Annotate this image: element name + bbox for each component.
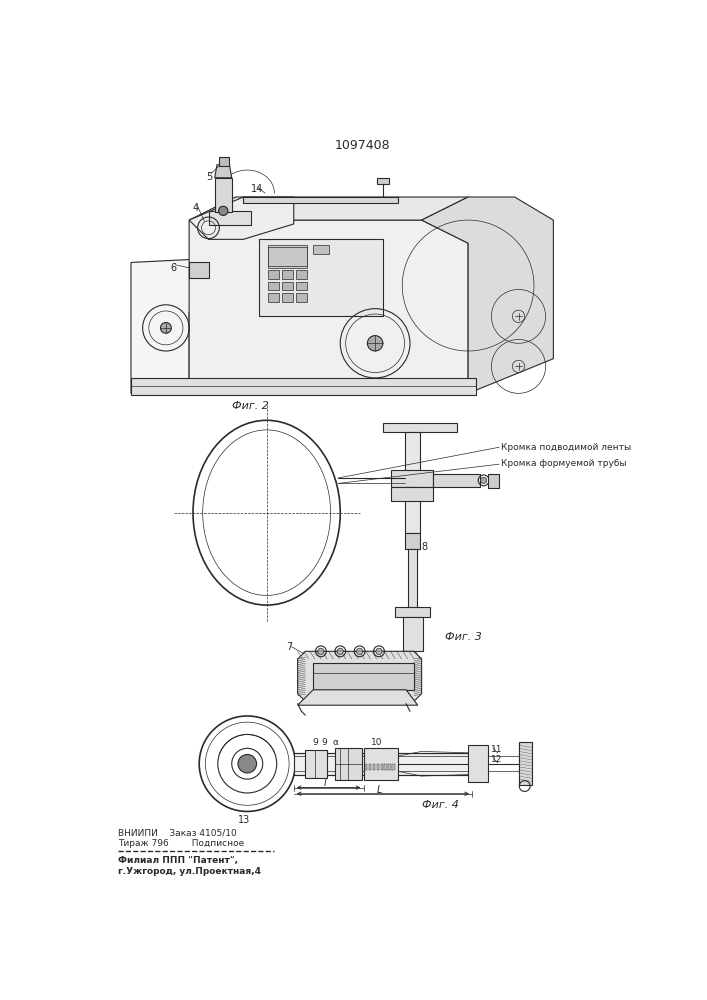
Text: 11: 11 bbox=[491, 745, 503, 754]
Polygon shape bbox=[131, 259, 209, 393]
Text: 10: 10 bbox=[371, 738, 382, 747]
Bar bbox=[335, 748, 362, 780]
Text: 8: 8 bbox=[421, 542, 428, 552]
Bar bbox=[131, 378, 476, 395]
Bar bbox=[293, 753, 472, 775]
Polygon shape bbox=[421, 197, 554, 393]
Bar bbox=[365, 764, 368, 770]
Bar bbox=[282, 270, 293, 279]
Bar bbox=[369, 764, 371, 770]
Polygon shape bbox=[298, 651, 421, 701]
Circle shape bbox=[337, 648, 344, 654]
Bar bbox=[395, 607, 430, 617]
Bar bbox=[383, 423, 457, 432]
Bar bbox=[388, 764, 391, 770]
Bar bbox=[189, 262, 209, 278]
Circle shape bbox=[218, 206, 228, 215]
Text: Тираж 796        Подписное: Тираж 796 Подписное bbox=[118, 839, 244, 848]
Text: Фиг. 2: Фиг. 2 bbox=[232, 401, 269, 411]
Bar bbox=[392, 764, 395, 770]
Circle shape bbox=[376, 648, 382, 654]
Bar bbox=[218, 157, 230, 166]
Text: 7: 7 bbox=[286, 642, 292, 652]
Polygon shape bbox=[189, 197, 468, 220]
Polygon shape bbox=[298, 690, 418, 705]
Text: Кромка формуемой трубы: Кромка формуемой трубы bbox=[501, 459, 627, 468]
Circle shape bbox=[317, 648, 324, 654]
Bar bbox=[268, 293, 279, 302]
Text: Фиг. 3: Фиг. 3 bbox=[445, 632, 481, 642]
Text: 12: 12 bbox=[491, 755, 503, 764]
Bar bbox=[313, 663, 414, 690]
Polygon shape bbox=[215, 165, 232, 178]
Bar bbox=[305, 750, 327, 778]
Bar bbox=[377, 178, 389, 184]
Bar bbox=[404, 432, 420, 478]
Circle shape bbox=[481, 477, 486, 483]
Bar bbox=[377, 764, 379, 770]
Text: 4: 4 bbox=[193, 203, 199, 213]
Bar bbox=[313, 245, 329, 254]
Text: L: L bbox=[377, 785, 382, 795]
Bar bbox=[259, 239, 383, 316]
Bar bbox=[296, 270, 307, 279]
Bar bbox=[404, 533, 420, 549]
Text: Фиг. 4: Фиг. 4 bbox=[421, 800, 459, 810]
Bar bbox=[488, 474, 499, 488]
Text: 9: 9 bbox=[312, 738, 318, 747]
Bar bbox=[468, 745, 488, 782]
Bar bbox=[268, 282, 279, 290]
Bar bbox=[373, 764, 375, 770]
Bar bbox=[391, 470, 433, 487]
Text: α: α bbox=[332, 738, 339, 747]
Bar bbox=[282, 293, 293, 302]
Bar bbox=[296, 282, 307, 290]
Text: 13: 13 bbox=[238, 815, 250, 825]
Bar bbox=[215, 178, 232, 212]
Bar bbox=[209, 211, 251, 225]
Text: 6: 6 bbox=[170, 263, 177, 273]
Circle shape bbox=[160, 323, 171, 333]
Text: 14: 14 bbox=[251, 184, 264, 194]
Bar bbox=[391, 487, 433, 501]
Bar bbox=[268, 247, 307, 266]
Polygon shape bbox=[189, 197, 293, 239]
Bar bbox=[282, 282, 293, 290]
Text: 9: 9 bbox=[322, 738, 327, 747]
Text: l: l bbox=[324, 778, 327, 788]
Text: 1097408: 1097408 bbox=[335, 139, 390, 152]
Bar bbox=[403, 617, 423, 651]
Text: 5: 5 bbox=[206, 172, 212, 182]
Bar bbox=[268, 245, 307, 268]
Bar bbox=[518, 742, 532, 785]
Text: Кромка подводимой ленты: Кромка подводимой ленты bbox=[501, 443, 631, 452]
Text: ВНИИПИ    Заказ 4105/10: ВНИИПИ Заказ 4105/10 bbox=[118, 828, 237, 837]
Polygon shape bbox=[189, 220, 468, 393]
Bar bbox=[296, 293, 307, 302]
Bar bbox=[243, 197, 398, 203]
Circle shape bbox=[356, 648, 363, 654]
Text: г.Ужгород, ул.Проектная,4: г.Ужгород, ул.Проектная,4 bbox=[118, 867, 261, 876]
Bar bbox=[380, 764, 383, 770]
Bar bbox=[385, 764, 387, 770]
Circle shape bbox=[238, 754, 257, 773]
Bar bbox=[404, 487, 420, 533]
Text: Филиал ППП "Патент",: Филиал ППП "Патент", bbox=[118, 856, 238, 865]
Circle shape bbox=[368, 336, 383, 351]
Bar bbox=[268, 270, 279, 279]
Bar bbox=[408, 549, 417, 610]
Bar bbox=[363, 748, 398, 780]
Bar bbox=[433, 474, 480, 487]
